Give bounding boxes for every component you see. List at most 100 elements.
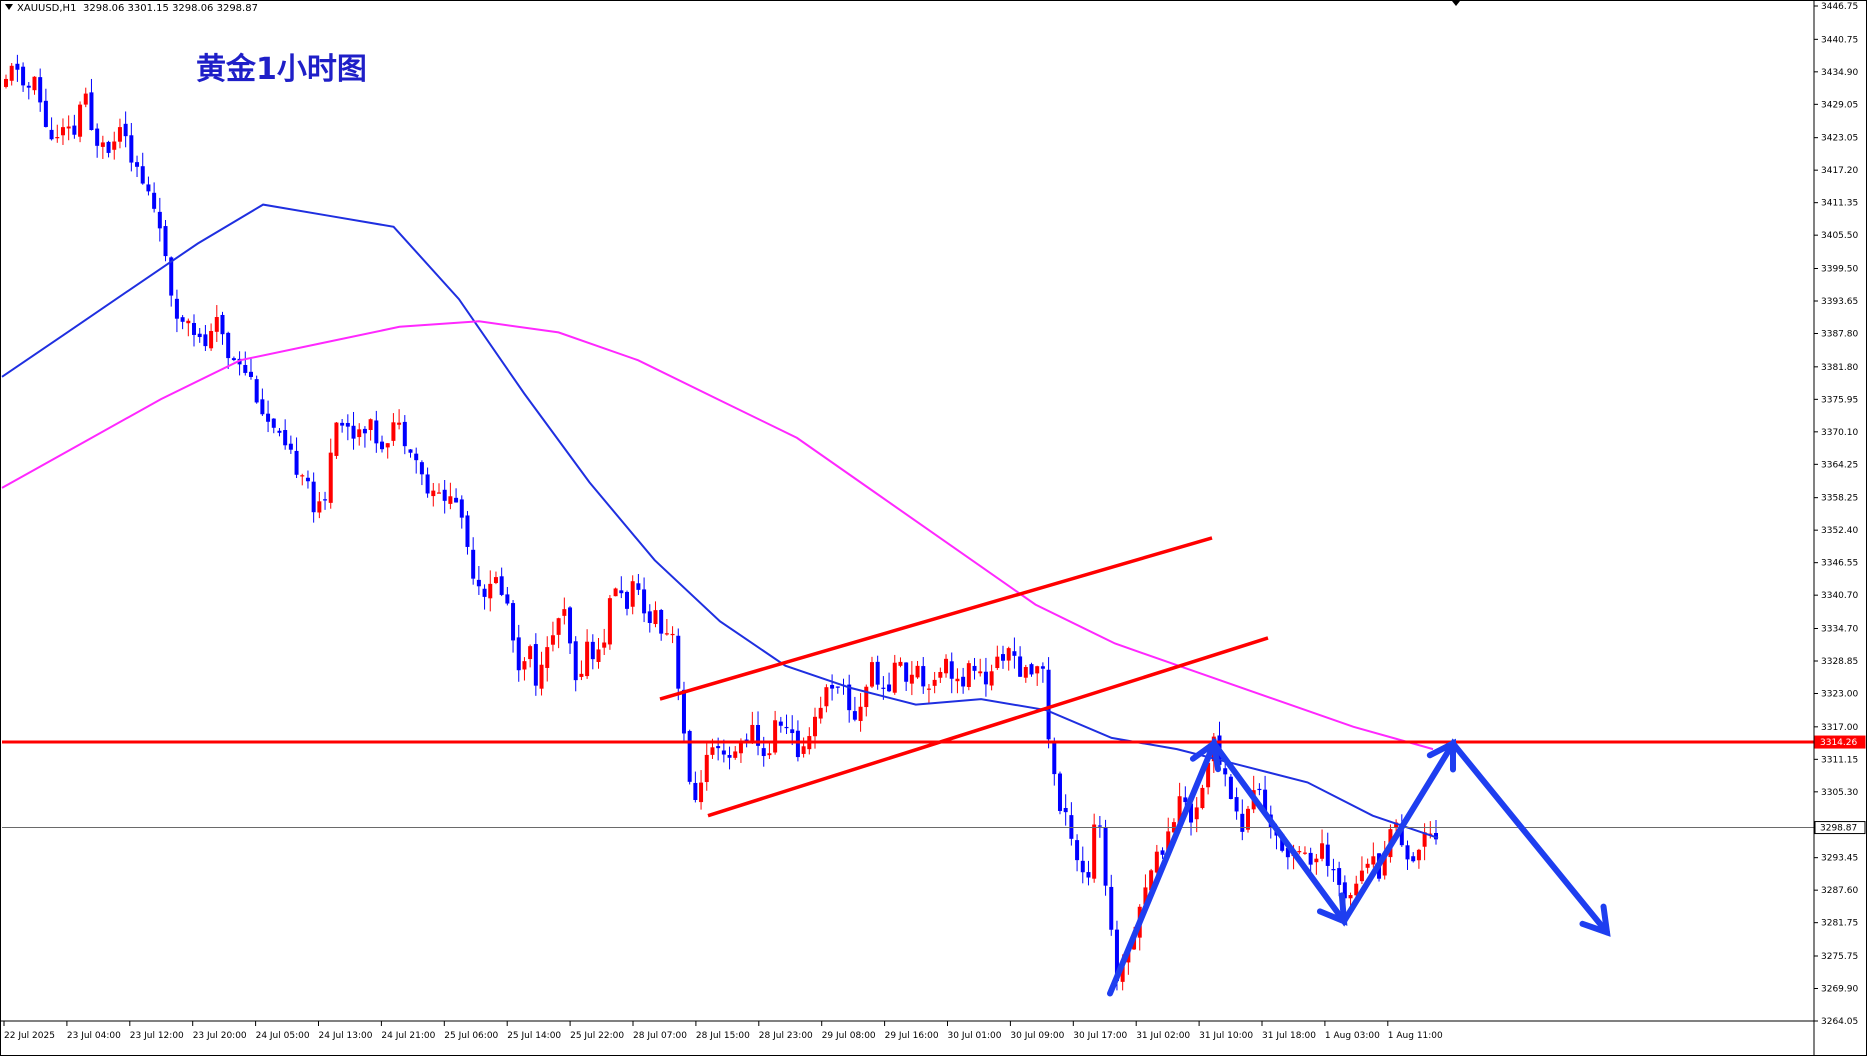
symbol-menu-icon[interactable] [5,4,13,10]
candle-body [1223,768,1228,775]
candle-body [442,489,447,501]
candle-body [1411,856,1416,862]
y-tick-label: 3411.35 [1821,199,1858,209]
candle-body [288,443,293,450]
candle-body [140,166,145,184]
candle-body [1143,887,1148,905]
candle-body [1086,872,1091,878]
candle-body [813,716,818,737]
candle-body [1382,854,1387,876]
x-tick-label: 24 Jul 05:00 [256,1031,310,1041]
candle-body [340,422,345,426]
channel-lower-line[interactable] [707,636,1269,818]
candle-body [1428,833,1433,835]
y-tick-label: 3328.85 [1821,657,1858,667]
candle-body [1297,851,1302,853]
x-tick-label: 24 Jul 21:00 [381,1031,435,1041]
candle-body [214,317,219,332]
candle-body [9,65,14,81]
candle-body [1120,965,1125,982]
candle-body [579,673,584,677]
candle-body [932,679,937,686]
candle-body [163,226,168,257]
candle-body [1285,848,1290,858]
candle-body [1314,858,1319,863]
x-tick-label: 30 Jul 17:00 [1073,1031,1127,1041]
x-tick-label: 31 Jul 18:00 [1262,1031,1316,1041]
candle-body [15,63,20,70]
candle-body [602,642,607,648]
candle-body [1422,832,1427,847]
candle-body [573,641,578,681]
x-tick-label: 30 Jul 01:00 [948,1031,1002,1041]
projection-path[interactable] [1107,737,1610,997]
candle-body [550,635,555,645]
candle-body [1302,852,1307,854]
channel-upper-line[interactable] [659,536,1213,701]
candle-body [1109,886,1114,930]
y-tick-label: 3381.80 [1821,363,1858,373]
candle-body [357,429,362,438]
y-tick-label: 3405.50 [1821,231,1858,241]
candle-body [664,633,669,635]
candle-body [983,671,988,685]
candle-body [425,474,430,494]
candle-body [721,750,726,755]
candle-body [385,443,390,448]
candle-body [38,77,43,103]
candle-body [647,611,652,623]
x-tick-label: 1 Aug 03:00 [1325,1031,1380,1041]
y-tick-label: 3346.55 [1821,559,1858,569]
ohlc-readout: 3298.06 3301.15 3298.06 3298.87 [83,3,258,14]
candle-body [471,549,476,579]
x-tick-label: 28 Jul 07:00 [633,1031,687,1041]
candle-body [1354,883,1359,896]
candle-body [1234,797,1239,812]
candle-body [402,421,407,447]
chart-shift-marker-icon[interactable] [1452,1,1460,6]
ma-slow-line [1,320,1434,751]
candle-body [1080,860,1085,873]
candle-body [414,453,419,461]
candle-body [152,192,157,209]
y-tick-label: 3317.00 [1821,723,1858,733]
candle-body [681,689,686,734]
x-tick-label: 29 Jul 16:00 [885,1031,939,1041]
candle-body [590,641,595,660]
candle-body [209,331,214,349]
candle-body [607,598,612,645]
x-tick-label: 29 Jul 08:00 [822,1031,876,1041]
candle-body [1228,776,1233,799]
trend-lines-layer [2,536,1814,829]
candle-body [1097,825,1102,827]
projection-arrowhead [1316,892,1348,926]
candle-body [556,618,561,635]
candle-body [317,501,322,513]
candle-body [949,661,954,679]
candle-body [1337,868,1342,885]
candle-body [311,481,316,513]
y-tick-label: 3340.70 [1821,591,1858,601]
candle-body [1114,929,1119,981]
x-tick-label: 23 Jul 04:00 [67,1031,121,1041]
candle-body [961,676,966,687]
candle-body [1092,824,1097,879]
level-price-tag-bg [1814,735,1866,749]
x-tick-label: 1 Aug 11:00 [1388,1031,1443,1041]
candle-body [619,590,624,594]
candle-body [533,644,538,686]
candle-body [100,142,105,147]
y-tick-label: 3281.75 [1821,919,1858,929]
candle-body [1399,823,1404,846]
current-price-tag: 3298.87 [1820,824,1857,834]
candle-body [436,492,441,494]
candle-body [374,420,379,444]
candle-body [869,662,874,687]
candle-body [1160,850,1165,855]
candle-body [1052,740,1057,775]
candle-body [248,371,253,377]
candle-body [89,92,94,131]
candle-body [334,422,339,456]
y-tick-label: 3287.60 [1821,886,1858,896]
